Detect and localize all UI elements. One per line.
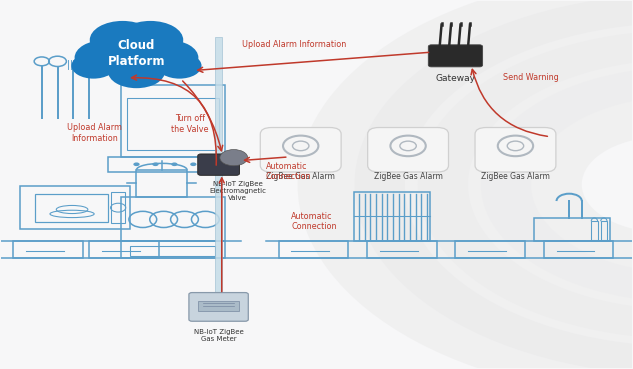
Circle shape [153, 162, 159, 166]
FancyBboxPatch shape [429, 45, 482, 67]
FancyBboxPatch shape [475, 128, 556, 172]
Text: ZigBee Gas Alarm: ZigBee Gas Alarm [373, 172, 442, 181]
Bar [121, 85, 225, 157]
Bar [534, 218, 610, 241]
Bar [137, 170, 187, 197]
Circle shape [94, 25, 179, 75]
Circle shape [220, 149, 248, 166]
FancyBboxPatch shape [197, 154, 239, 175]
Wedge shape [418, 30, 633, 339]
Bar [354, 192, 430, 241]
Bar [111, 192, 125, 223]
Text: Automatic
Connection: Automatic Connection [291, 211, 337, 231]
FancyBboxPatch shape [260, 128, 341, 172]
Circle shape [158, 53, 201, 79]
Circle shape [72, 53, 116, 79]
FancyBboxPatch shape [189, 293, 248, 321]
Bar [367, 241, 437, 258]
Bar [89, 241, 159, 258]
Text: Upload Alarm
Information: Upload Alarm Information [66, 123, 122, 143]
Text: NB-IoT ZigBee
Electromagnetic
Valve: NB-IoT ZigBee Electromagnetic Valve [209, 181, 266, 201]
Bar [13, 241, 83, 258]
Text: ZigBee Gas Alarm: ZigBee Gas Alarm [481, 172, 550, 181]
Text: Upload Alarm Information: Upload Alarm Information [242, 40, 346, 49]
Bar [20, 186, 130, 229]
Circle shape [138, 40, 198, 75]
Circle shape [118, 21, 183, 59]
Text: NB-IoT ZigBee
Gas Meter: NB-IoT ZigBee Gas Meter [194, 329, 244, 342]
Text: ZigBee Gas Alarm: ZigBee Gas Alarm [266, 172, 335, 181]
Circle shape [108, 55, 165, 88]
Text: Turn off
the Valve: Turn off the Valve [172, 114, 209, 134]
Wedge shape [354, 0, 633, 369]
Wedge shape [298, 0, 633, 369]
Text: Cloud
Platform: Cloud Platform [108, 39, 165, 68]
Text: Send Warning: Send Warning [503, 73, 559, 82]
Bar [279, 241, 348, 258]
Text: Automatic
Connection: Automatic Connection [266, 162, 311, 181]
Bar [127, 98, 218, 149]
Circle shape [90, 21, 156, 59]
Circle shape [134, 162, 140, 166]
Bar [591, 221, 598, 239]
Bar [121, 241, 225, 258]
Circle shape [172, 162, 177, 166]
Bar [35, 194, 108, 222]
Bar [544, 241, 613, 258]
Circle shape [209, 162, 215, 166]
Bar [215, 38, 222, 310]
Circle shape [190, 162, 196, 166]
Wedge shape [480, 67, 633, 302]
Bar [121, 197, 225, 241]
Text: Gateway: Gateway [436, 74, 475, 83]
Bar [456, 241, 525, 258]
Circle shape [75, 40, 135, 75]
Bar [108, 157, 237, 172]
FancyBboxPatch shape [368, 128, 449, 172]
Bar [198, 301, 239, 311]
Bar [601, 221, 607, 239]
Bar [130, 246, 215, 256]
